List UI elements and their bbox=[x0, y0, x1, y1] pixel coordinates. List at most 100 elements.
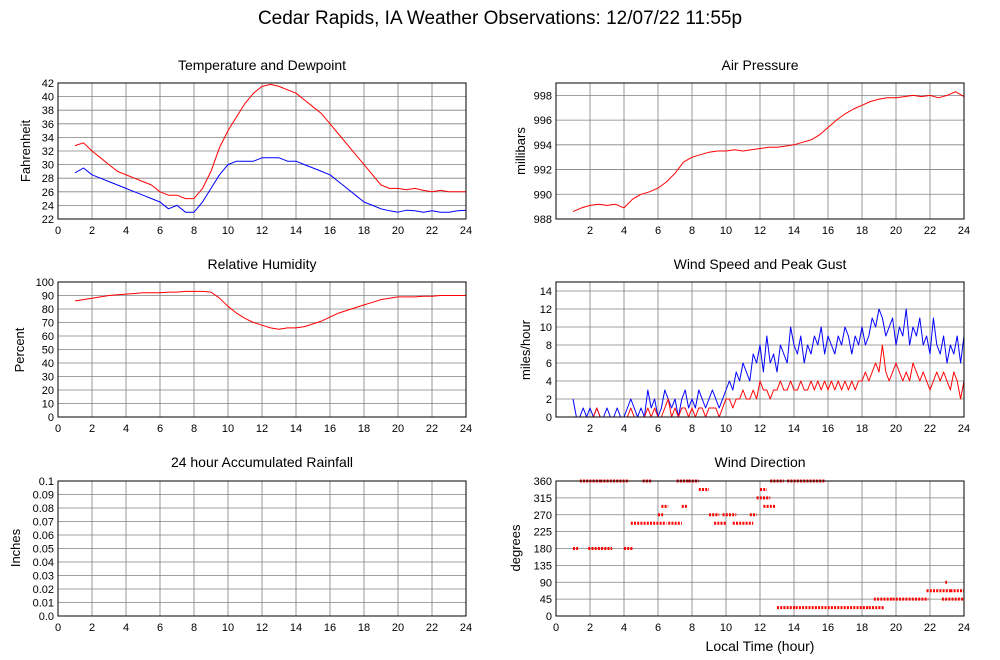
y-tick-label: 0.04 bbox=[33, 557, 54, 569]
y-tick-label: 30 bbox=[42, 372, 54, 384]
y-tick-label: 994 bbox=[534, 140, 552, 152]
y-tick-label: 6 bbox=[546, 358, 552, 370]
y-tick-label: 10 bbox=[42, 399, 54, 411]
x-tick-label: 8 bbox=[689, 225, 695, 237]
y-tick-label: 22 bbox=[42, 214, 54, 226]
x-tick-label: 24 bbox=[958, 622, 970, 634]
y-tick-label: 26 bbox=[42, 187, 54, 199]
y-tick-label: 0.0 bbox=[39, 611, 54, 623]
x-tick-label: 16 bbox=[324, 622, 336, 634]
series-line-humidity-0 bbox=[74, 290, 466, 330]
x-tick-label: 12 bbox=[256, 225, 268, 237]
y-tick-label: 20 bbox=[42, 385, 54, 397]
x-tick-label: 4 bbox=[621, 423, 627, 435]
y-tick-label: 225 bbox=[534, 527, 552, 539]
y-axis-label-humidity: Percent bbox=[12, 327, 27, 372]
panel-temperature: Temperature and Dewpoint Fahrenheit 2224… bbox=[18, 57, 472, 237]
x-tick-label: 24 bbox=[460, 225, 472, 237]
y-tick-label: 315 bbox=[534, 493, 552, 505]
x-tick-label: 2 bbox=[587, 423, 593, 435]
x-tick-label: 16 bbox=[822, 225, 834, 237]
y-tick-label: 60 bbox=[42, 331, 54, 343]
y-tick-label: 45 bbox=[540, 594, 552, 606]
x-tick-label: 12 bbox=[754, 622, 766, 634]
x-tick-label: 6 bbox=[655, 423, 661, 435]
x-tick-label: 4 bbox=[621, 225, 627, 237]
x-axis-label-direction: Local Time (hour) bbox=[706, 638, 815, 654]
x-tick-label: 2 bbox=[89, 423, 95, 435]
y-tick-label: 2 bbox=[546, 394, 552, 406]
y-tick-label: 8 bbox=[546, 340, 552, 352]
x-tick-label: 8 bbox=[689, 423, 695, 435]
series-line-temp-0 bbox=[74, 83, 466, 200]
y-tick-label: 996 bbox=[534, 115, 552, 127]
y-tick-label: 40 bbox=[42, 92, 54, 104]
y-tick-label: 0 bbox=[48, 412, 54, 424]
panel-direction: Wind Direction degrees Local Time (hour)… bbox=[508, 454, 970, 654]
x-tick-label: 6 bbox=[157, 423, 163, 435]
y-tick-label: 0 bbox=[546, 412, 552, 424]
x-tick-label: 0 bbox=[55, 622, 61, 634]
x-tick-label: 18 bbox=[358, 423, 370, 435]
y-tick-label: 0.05 bbox=[33, 544, 54, 556]
x-tick-label: 4 bbox=[123, 225, 129, 237]
x-tick-label: 2 bbox=[587, 225, 593, 237]
x-tick-label: 4 bbox=[123, 622, 129, 634]
x-tick-label: 14 bbox=[290, 423, 302, 435]
y-tick-label: 988 bbox=[534, 214, 552, 226]
panel-title-rain: 24 hour Accumulated Rainfall bbox=[171, 454, 353, 470]
series-line-pressure-0 bbox=[572, 91, 965, 213]
x-tick-label: 8 bbox=[191, 423, 197, 435]
x-tick-label: 22 bbox=[924, 423, 936, 435]
x-tick-label: 0 bbox=[55, 225, 61, 237]
plot-frame-pressure bbox=[555, 82, 965, 220]
x-tick-label: 22 bbox=[426, 225, 438, 237]
x-tick-label: 12 bbox=[754, 423, 766, 435]
y-tick-label: 0.1 bbox=[39, 476, 54, 488]
y-tick-label: 38 bbox=[42, 105, 54, 117]
x-tick-label: 18 bbox=[856, 225, 868, 237]
y-tick-label: 70 bbox=[42, 318, 54, 330]
x-tick-label: 16 bbox=[822, 423, 834, 435]
x-tick-label: 16 bbox=[324, 423, 336, 435]
y-tick-label: 990 bbox=[534, 189, 552, 201]
y-tick-label: 0.01 bbox=[33, 598, 54, 610]
plot-frame-humidity bbox=[57, 281, 467, 418]
y-axis-label-wind: miles/hour bbox=[518, 319, 533, 380]
x-tick-label: 6 bbox=[655, 622, 661, 634]
y-tick-label: 32 bbox=[42, 146, 54, 158]
plot-frame-wind bbox=[555, 281, 965, 418]
x-tick-label: 24 bbox=[958, 423, 970, 435]
page-title: Cedar Rapids, IA Weather Observations: 1… bbox=[257, 8, 743, 29]
panel-title-pressure: Air Pressure bbox=[721, 57, 798, 73]
y-tick-label: 0.08 bbox=[33, 503, 54, 515]
x-tick-label: 4 bbox=[123, 423, 129, 435]
y-tick-label: 180 bbox=[534, 544, 552, 556]
x-tick-label: 10 bbox=[720, 622, 732, 634]
series-line-temp-1 bbox=[74, 157, 467, 213]
x-tick-label: 14 bbox=[788, 225, 800, 237]
x-tick-label: 16 bbox=[822, 622, 834, 634]
x-tick-label: 10 bbox=[222, 423, 234, 435]
y-tick-label: 270 bbox=[534, 510, 552, 522]
x-tick-label: 12 bbox=[754, 225, 766, 237]
y-tick-label: 4 bbox=[546, 376, 552, 388]
panel-pressure: Air Pressure millibars 988 990 992 994 996 99… bbox=[513, 57, 970, 237]
panel-humidity: Relative Humidity Percent 01020304050607… bbox=[12, 256, 472, 435]
x-tick-label: 20 bbox=[890, 622, 902, 634]
y-tick-label: 80 bbox=[42, 304, 54, 316]
y-tick-label: 135 bbox=[534, 560, 552, 572]
y-tick-label: 998 bbox=[534, 90, 552, 102]
y-tick-label: 90 bbox=[540, 577, 552, 589]
x-tick-label: 2 bbox=[587, 622, 593, 634]
x-tick-label: 22 bbox=[426, 622, 438, 634]
x-tick-label: 20 bbox=[890, 225, 902, 237]
panel-title-humidity: Relative Humidity bbox=[208, 256, 317, 272]
panel-title-direction: Wind Direction bbox=[714, 454, 805, 470]
y-tick-label: 90 bbox=[42, 291, 54, 303]
plot-frame-direction bbox=[555, 480, 965, 617]
x-tick-label: 20 bbox=[392, 423, 404, 435]
x-tick-label: 8 bbox=[191, 225, 197, 237]
x-tick-label: 10 bbox=[720, 423, 732, 435]
x-tick-label: 2 bbox=[89, 225, 95, 237]
